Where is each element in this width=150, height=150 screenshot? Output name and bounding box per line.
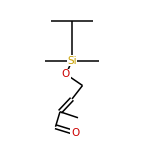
Text: O: O xyxy=(71,128,79,138)
Text: O: O xyxy=(62,69,70,79)
Text: Si: Si xyxy=(67,56,77,66)
